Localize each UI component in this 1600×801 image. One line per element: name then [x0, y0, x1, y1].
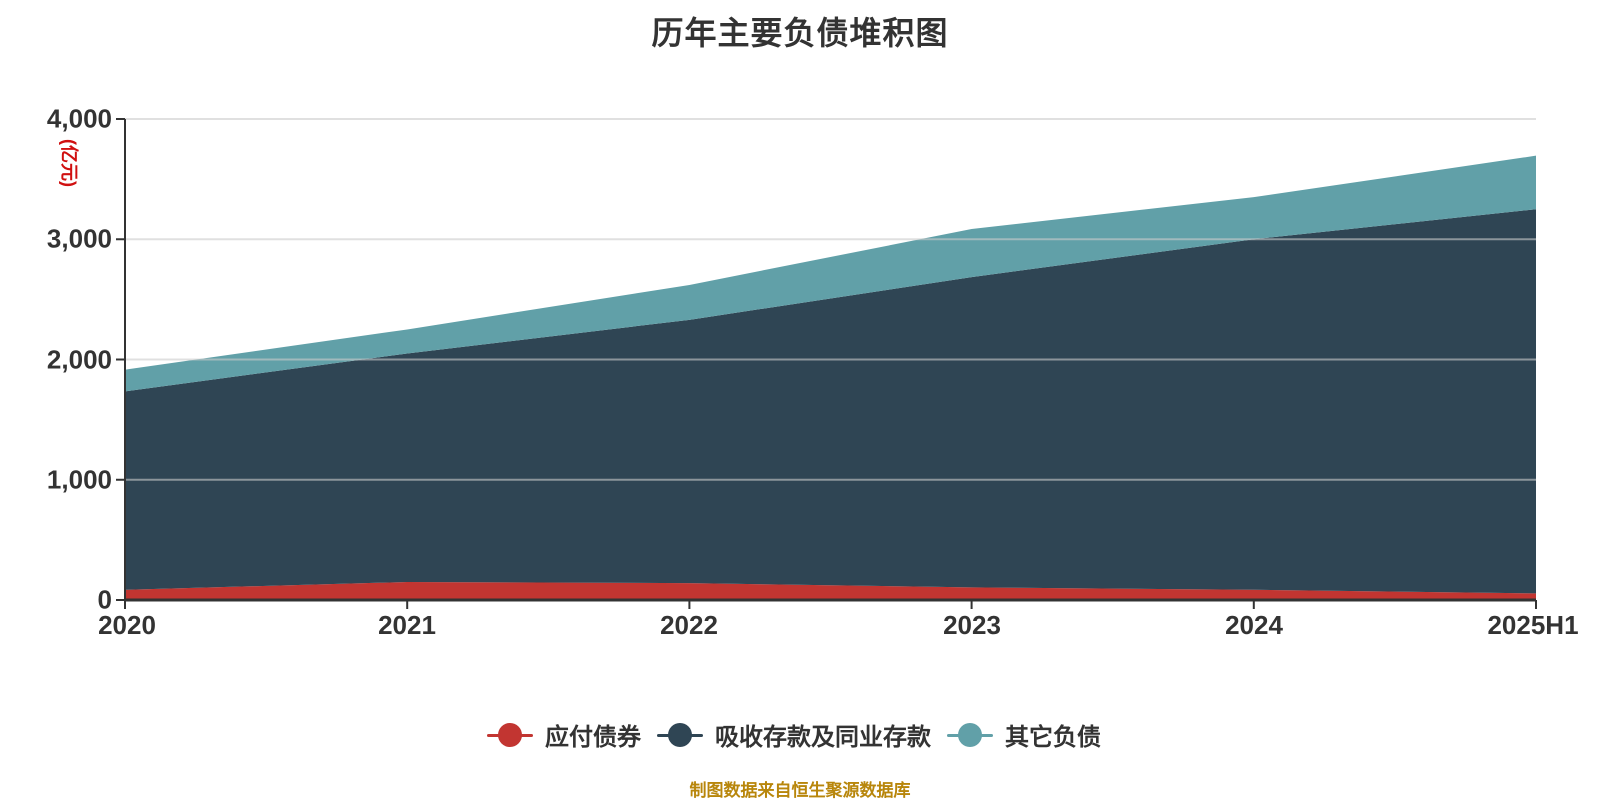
chart-title: 历年主要负债堆积图 — [651, 15, 949, 51]
y-tick-label-4000: 4,000 — [46, 103, 112, 134]
x-tick-label-2020: 2020 — [98, 610, 156, 640]
y-axis-unit-label: (亿元) — [59, 139, 79, 187]
legend: 应付债券 吸收存款及同业存款 其它负债 — [487, 717, 1101, 752]
line-circle-marker-icon — [657, 721, 703, 749]
legend-item-deposits[interactable]: 吸收存款及同业存款 — [657, 717, 931, 752]
legend-label: 吸收存款及同业存款 — [715, 724, 931, 751]
legend-label: 其它负债 — [1005, 724, 1101, 751]
x-tick-label-2022: 2022 — [660, 610, 718, 640]
y-tick-label-0: 0 — [97, 584, 112, 615]
y-tick-label-2000: 2,000 — [46, 344, 112, 374]
legend-item-other-liabilities[interactable]: 其它负债 — [947, 717, 1101, 752]
legend-label: 应付债券 — [545, 724, 641, 751]
line-circle-marker-icon — [487, 721, 533, 749]
y-tick-label-1000: 1,000 — [46, 464, 112, 495]
area-series-0 — [125, 581, 1536, 600]
x-tick-label-2024: 2024 — [1225, 610, 1283, 640]
line-circle-marker-icon — [947, 721, 993, 749]
x-tick-label-2025h1: 2025H1 — [1487, 610, 1579, 640]
area-series-2 — [125, 155, 1536, 392]
y-tick-label-3000: 3,000 — [46, 223, 112, 254]
data-source-note: 制图数据来自恒生聚源数据库 — [689, 781, 911, 800]
x-tick-label-2023: 2023 — [943, 610, 1001, 640]
x-tick-label-2021: 2021 — [378, 610, 436, 640]
area-series-1 — [125, 209, 1536, 594]
legend-item-bonds-payable[interactable]: 应付债券 — [487, 717, 641, 752]
